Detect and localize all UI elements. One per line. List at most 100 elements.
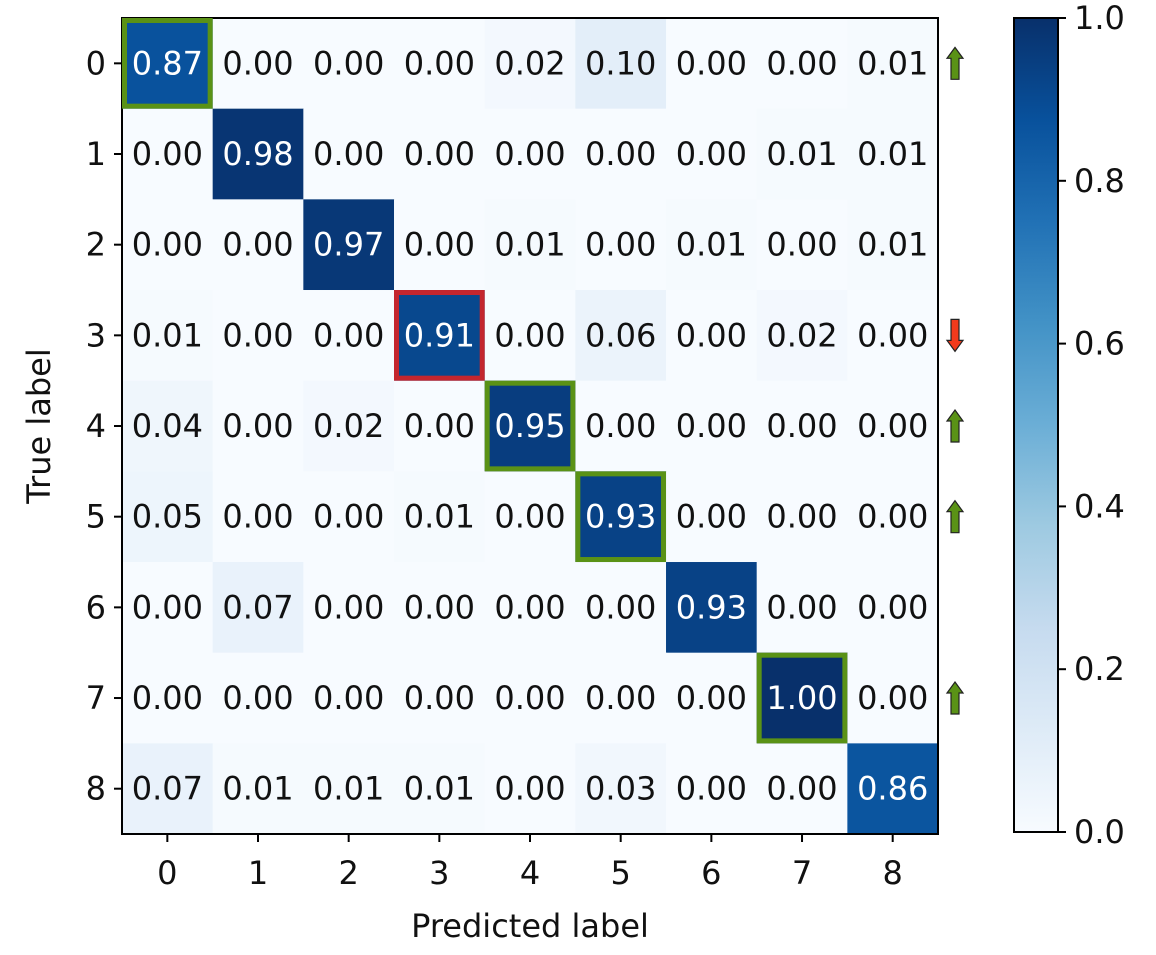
heatmap-cell [303,108,395,200]
trend-arrows [945,46,965,715]
cell-value-label: 0.00 [676,44,747,82]
cell-value-label: 0.01 [494,226,565,264]
cell-value-label: 0.01 [404,770,475,808]
heatmap-cell [666,562,758,654]
heatmap-cell [394,199,486,291]
heatmap-cell [212,290,304,382]
cell-value-label: 0.01 [313,770,384,808]
colorbar [1013,17,1059,833]
cell-value-label: 0.00 [676,135,747,173]
cell-value-label: 0.86 [857,770,928,808]
cell-value-label: 0.05 [132,498,203,536]
heatmap-cell [847,471,939,563]
cell-value-label: 0.00 [313,135,384,173]
y-tick-label: 4 [86,407,106,445]
heatmap-cell [122,562,214,654]
cell-value-label: 0.00 [313,316,384,354]
y-axis-ticks: 0 1 2 3 4 5 6 7 8 [86,44,122,808]
heatmap-cell [212,562,304,654]
heatmap-cell [484,471,576,563]
colorbar-tick-label: 1.0 [1074,0,1125,37]
heatmap-cell [212,743,304,835]
heatmap-cell [122,471,214,563]
heatmap-cell [212,471,304,563]
colorbar-ticks: 0.0 0.2 0.4 0.6 0.8 1.0 [1058,0,1125,851]
x-tick-label: 2 [338,854,358,892]
heatmap-cell [666,380,758,472]
x-tick-label: 5 [611,854,631,892]
heatmap-cell [303,471,395,563]
heatmap-cell [122,743,214,835]
heatmap-cell [484,18,576,110]
cell-value-label: 0.97 [313,226,384,264]
heatmap-cell [847,562,939,654]
cell-value-label: 0.01 [857,226,928,264]
cell-value-label: 0.91 [404,316,475,354]
cell-value-label: 0.00 [676,407,747,445]
cell-value-label: 0.02 [766,316,837,354]
cell-value-label: 0.07 [222,588,293,626]
heatmap-cell [847,652,939,744]
y-tick-label: 5 [86,498,106,536]
heatmap-cell [756,380,848,472]
heatmap-cell [303,743,395,835]
heatmap-cell [484,199,576,291]
heatmap-cell [212,199,304,291]
cell-value-label: 0.95 [494,407,565,445]
cell-value-label: 0.01 [766,135,837,173]
heatmap-cell [666,199,758,291]
highlight-box [756,652,848,744]
cell-value-label: 0.00 [676,498,747,536]
cell-value-label: 0.00 [222,44,293,82]
cell-value-label: 0.00 [313,44,384,82]
heatmap-cell [122,652,214,744]
cell-value-label: 0.02 [313,407,384,445]
cell-value-label: 0.02 [494,44,565,82]
heatmap-cell [303,199,395,291]
cell-value-label: 0.00 [585,226,656,264]
heatmap-cells [122,18,939,835]
down-arrow-icon [945,318,965,353]
x-tick-label: 7 [792,854,812,892]
heatmap-cell [303,380,395,472]
cell-value-label: 0.00 [404,588,475,626]
cell-value-label: 0.00 [676,679,747,717]
heatmap-cell [394,380,486,472]
cell-value-label: 0.00 [494,498,565,536]
cell-value-label: 0.00 [404,44,475,82]
cell-value-label: 0.01 [676,226,747,264]
heatmap-cell [484,743,576,835]
cell-value-label: 0.87 [132,44,203,82]
heatmap-cell [575,471,667,563]
heatmap-cell [303,18,395,110]
cell-value-label: 0.00 [222,498,293,536]
heatmap-cell [847,380,939,472]
colorbar-tick-label: 0.2 [1074,650,1125,688]
cell-value-label: 0.04 [132,407,203,445]
heatmap-cell [666,18,758,110]
cell-value-label: 0.00 [857,679,928,717]
highlight-box [575,471,667,563]
cell-value-label: 0.00 [766,770,837,808]
cell-value-label: 0.00 [766,498,837,536]
cell-value-label: 0.00 [766,588,837,626]
cell-value-label: 0.01 [222,770,293,808]
x-tick-label: 3 [429,854,449,892]
colorbar-tick-label: 0.6 [1074,325,1125,363]
y-tick-label: 8 [86,770,106,808]
cell-value-label: 0.00 [494,770,565,808]
highlight-box [484,380,576,472]
x-tick-label: 4 [520,854,540,892]
cell-value-label: 1.00 [766,679,837,717]
heatmap-cell [484,290,576,382]
y-tick-label: 7 [86,679,106,717]
highlight-box [394,290,485,381]
heatmap-cell [756,652,848,744]
heatmap-cell [303,652,395,744]
y-tick-label: 2 [86,226,106,264]
heatmap-cell [847,743,939,835]
heatmap-cell [756,18,848,110]
cell-value-label: 0.01 [404,498,475,536]
cell-value-label: 0.07 [132,770,203,808]
